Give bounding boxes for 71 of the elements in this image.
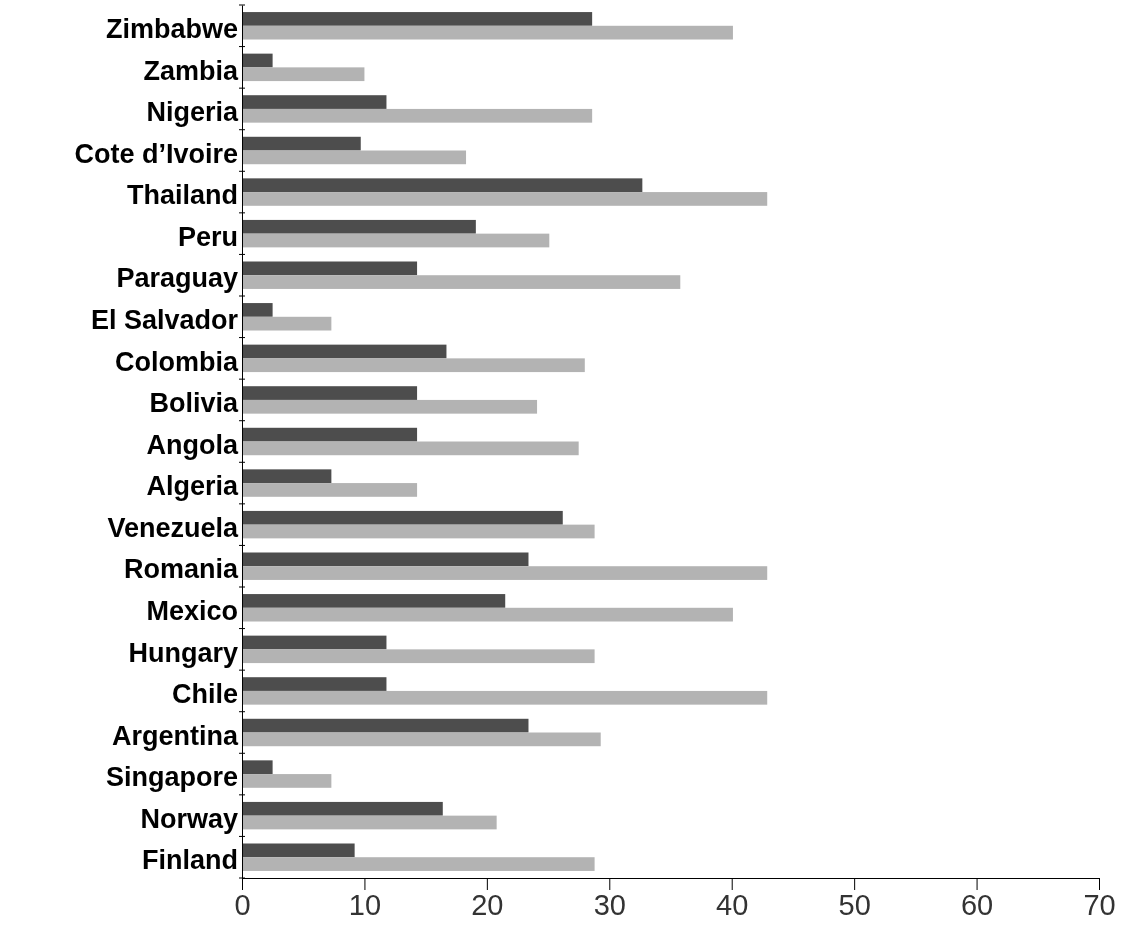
bar	[242, 801, 443, 816]
bar	[242, 399, 538, 414]
y-tick-label: El Salvador	[90, 304, 239, 335]
bar	[242, 233, 550, 248]
bar	[242, 469, 332, 484]
x-tick-label: 70	[1083, 888, 1116, 921]
bar	[242, 718, 529, 733]
x-tick-label: 20	[471, 888, 504, 921]
bar	[242, 552, 529, 567]
y-tick-label: Nigeria	[146, 97, 239, 128]
y-tick-label: Romania	[123, 554, 239, 585]
bar	[242, 815, 497, 830]
x-tick-label: 50	[838, 888, 871, 921]
x-tick-label: 40	[716, 888, 749, 921]
y-tick-label: Norway	[140, 803, 238, 834]
bar	[242, 732, 601, 747]
bar	[242, 857, 595, 871]
y-tick-label: Colombia	[114, 346, 239, 377]
bar	[242, 136, 361, 151]
x-tick-label: 10	[348, 888, 382, 921]
y-tick-label: Algeria	[146, 471, 239, 502]
bar	[242, 441, 579, 456]
y-tick-label: Bolivia	[149, 388, 239, 419]
bar	[242, 774, 332, 788]
y-tick-label: Zambia	[143, 55, 239, 86]
bar	[242, 594, 506, 608]
bar	[242, 219, 476, 234]
y-tick-label: Zimbabwe	[105, 13, 238, 44]
bar	[242, 358, 585, 373]
bar	[242, 67, 365, 82]
x-tick-label: 30	[593, 888, 626, 921]
bar	[242, 677, 387, 691]
bar	[242, 483, 418, 497]
bar	[242, 386, 418, 400]
bar	[242, 150, 467, 165]
bar	[242, 192, 768, 206]
y-tick-label: Hungary	[128, 637, 238, 668]
y-tick-label: Chile	[171, 679, 238, 710]
bar	[242, 261, 418, 276]
y-tick-label: Argentina	[111, 720, 239, 751]
y-tick-label: Paraguay	[116, 263, 238, 294]
bar	[242, 524, 595, 539]
bar	[242, 510, 563, 525]
y-tick-label: Thailand	[126, 180, 238, 211]
bar	[242, 53, 273, 68]
bar	[242, 649, 595, 664]
bar	[242, 25, 733, 40]
x-tick-label: 0	[234, 888, 251, 921]
y-tick-label: Angola	[146, 429, 239, 460]
bar	[242, 427, 418, 442]
y-tick-label: Finland	[142, 845, 238, 876]
bar	[242, 108, 593, 123]
bar	[242, 275, 681, 289]
y-tick-label: Mexico	[146, 595, 238, 626]
bar	[242, 303, 273, 317]
bar	[242, 344, 447, 359]
y-tick-label: Cote d’Ivoire	[74, 138, 238, 169]
bar	[242, 95, 387, 109]
y-tick-label: Peru	[177, 221, 238, 252]
bar	[242, 760, 273, 775]
y-tick-label: Venezuela	[107, 512, 239, 543]
bar	[242, 635, 387, 650]
bar	[242, 316, 332, 331]
bar	[242, 566, 768, 580]
bar	[242, 690, 768, 705]
bar	[242, 843, 355, 858]
bar	[242, 12, 593, 26]
bar	[242, 607, 733, 622]
bar	[242, 178, 643, 193]
y-tick-label: Singapore	[105, 762, 238, 793]
x-tick-label: 60	[960, 888, 994, 921]
